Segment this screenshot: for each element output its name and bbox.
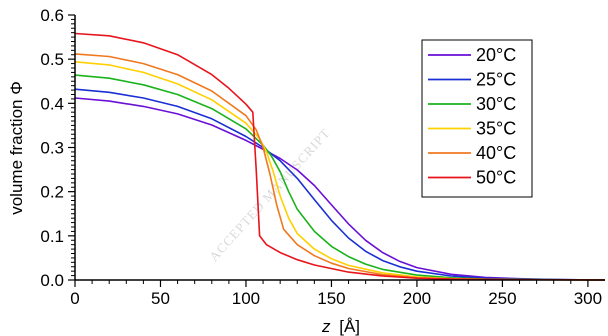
x-tick-label: 100 bbox=[232, 289, 260, 308]
y-tick-label: 0.3 bbox=[40, 139, 64, 158]
y-axis-title: volume fraction Φ bbox=[7, 81, 26, 215]
x-tick-label: 50 bbox=[151, 289, 170, 308]
y-tick-label: 0.1 bbox=[40, 227, 64, 246]
y-tick-label: 0.0 bbox=[40, 271, 64, 290]
legend: 20°C 25°C 30°C 35°C 40°C 50°C bbox=[421, 39, 533, 198]
x-ticks: 0 50 100 150 200 250 300 bbox=[70, 280, 602, 308]
x-axis-variable: z bbox=[321, 317, 331, 336]
legend-label: 40°C bbox=[476, 143, 516, 163]
x-tick-label: 300 bbox=[574, 289, 602, 308]
watermark: ACCEPTED MANUSCRIPT bbox=[206, 125, 333, 264]
series-line-35c bbox=[74, 61, 606, 281]
x-tick-label: 0 bbox=[70, 289, 79, 308]
x-axis-unit: [Å] bbox=[339, 317, 360, 336]
legend-label: 30°C bbox=[476, 94, 516, 114]
legend-label: 25°C bbox=[476, 70, 516, 90]
x-axis-title: z [Å] bbox=[321, 317, 360, 336]
legend-label: 35°C bbox=[476, 119, 516, 139]
x-tick-label: 200 bbox=[403, 289, 431, 308]
x-tick-label: 250 bbox=[488, 289, 516, 308]
series-line-20c bbox=[74, 97, 606, 281]
y-ticks: 0.0 0.1 0.2 0.3 0.4 0.5 0.6 bbox=[40, 6, 75, 290]
y-tick-label: 0.6 bbox=[40, 6, 64, 25]
legend-label: 20°C bbox=[476, 45, 516, 65]
y-tick-label: 0.5 bbox=[40, 50, 64, 69]
legend-label: 50°C bbox=[476, 168, 516, 188]
y-tick-label: 0.4 bbox=[40, 94, 64, 113]
series-layer bbox=[74, 32, 606, 281]
series-line-30c bbox=[74, 74, 606, 281]
x-tick-label: 150 bbox=[317, 289, 345, 308]
y-tick-label: 0.2 bbox=[40, 183, 64, 202]
legend-box bbox=[421, 39, 533, 198]
series-line-25c bbox=[74, 88, 606, 281]
series-line-50c bbox=[74, 32, 606, 281]
